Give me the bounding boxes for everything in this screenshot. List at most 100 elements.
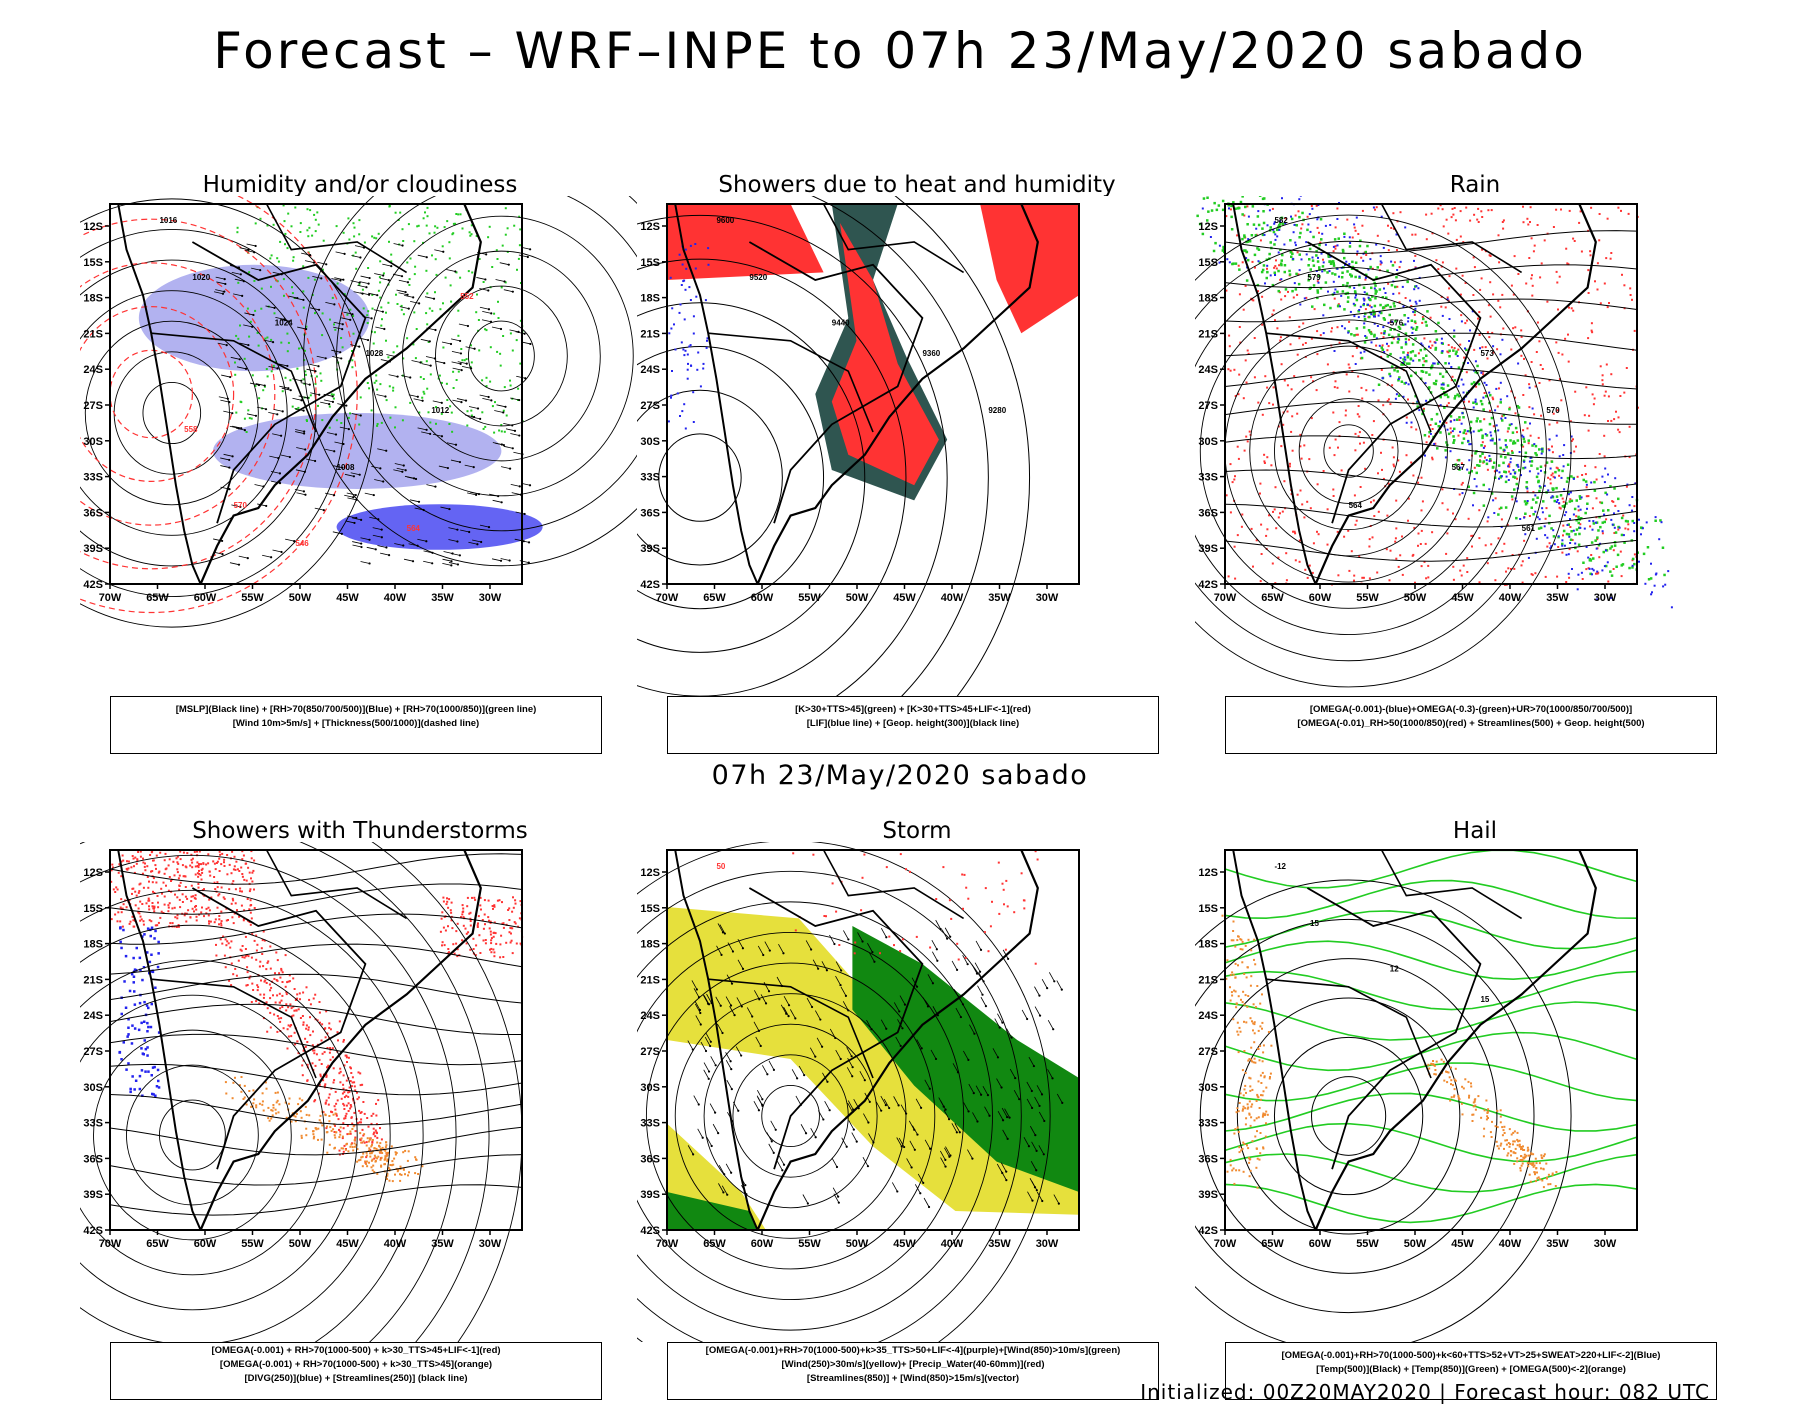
thunderstorm-area <box>446 901 448 903</box>
green-contour <box>502 335 504 337</box>
omega-rh-area <box>1431 345 1433 347</box>
omega-rh-area <box>1516 431 1518 433</box>
omega-rh-area <box>1425 577 1427 579</box>
omega-area <box>1370 333 1373 336</box>
omega-area <box>1505 439 1508 442</box>
omega-rh-area <box>1550 482 1552 484</box>
omega-rh-area <box>1316 531 1318 533</box>
omega-area <box>1516 500 1518 502</box>
thunderstorm-area <box>343 1127 345 1129</box>
wind-vector <box>259 269 261 271</box>
thunderstorm-area <box>117 911 119 913</box>
omega-rh-area <box>1286 579 1288 581</box>
green-contour <box>466 425 468 427</box>
omega-rh-area <box>1387 225 1389 227</box>
green-contour <box>496 351 498 353</box>
divergence-area <box>135 1080 138 1083</box>
wind-vector <box>528 561 530 563</box>
omega-rh-area <box>1452 566 1454 568</box>
lon-label: 35W <box>431 1238 454 1250</box>
thunderstorm-area <box>346 1080 348 1082</box>
omega-rh-area <box>1273 309 1275 311</box>
thunderstorm-area <box>447 948 449 950</box>
omega-area <box>1404 356 1406 358</box>
green-contour <box>292 292 294 294</box>
thunderstorm-area <box>245 985 247 987</box>
omega-area <box>1414 320 1417 323</box>
omega-rh-area <box>1354 494 1356 496</box>
thunderstorm-area <box>176 917 178 919</box>
thunderstorm-area <box>325 1102 327 1104</box>
wind-vector <box>1052 1028 1054 1030</box>
omega-rh-area <box>1574 240 1576 242</box>
thunderstorm-area <box>157 895 159 897</box>
omega-rh-area <box>1481 346 1483 348</box>
thunderstorm-area <box>286 993 288 995</box>
omega-rh-area <box>1356 520 1358 522</box>
thunderstorm-area <box>375 1160 377 1162</box>
thunderstorm-area <box>249 890 251 892</box>
green-contour <box>379 383 381 385</box>
omega-rh-area <box>1468 518 1470 520</box>
thunderstorm-area <box>243 855 245 857</box>
thunderstorm-area <box>276 1101 278 1103</box>
thunderstorm-area <box>275 1002 277 1004</box>
thunderstorm-area <box>179 885 181 887</box>
wind-vector <box>328 403 330 405</box>
omega-area <box>1510 473 1512 475</box>
omega-area <box>1371 306 1373 308</box>
green-contour <box>314 312 316 314</box>
wind-vector <box>296 297 298 299</box>
thunderstorm-area <box>357 1098 359 1100</box>
panel-title: Rain <box>1195 172 1755 198</box>
wind-vector <box>360 546 362 548</box>
omega-area <box>1261 227 1264 230</box>
wind-vector <box>368 294 370 296</box>
omega-area <box>1548 449 1550 451</box>
green-contour <box>342 346 344 348</box>
thunderstorm-area <box>446 897 448 899</box>
green-contour <box>484 426 486 428</box>
wind-vector <box>936 948 938 950</box>
wind-vector <box>959 1131 961 1133</box>
omega-area <box>1566 554 1568 556</box>
wind-vector <box>417 396 419 398</box>
green-contour <box>460 348 462 350</box>
wind-vector <box>390 265 392 267</box>
omega-area <box>1535 445 1538 448</box>
omega-area <box>1334 273 1337 276</box>
omega-area <box>1615 531 1618 534</box>
wind-vector <box>928 1206 930 1208</box>
omega-rh-area <box>1549 424 1551 426</box>
omega-area <box>1388 373 1391 376</box>
omega-rh-area <box>1503 543 1505 545</box>
thunderstorm-area <box>253 860 255 862</box>
omega-area <box>1537 480 1540 483</box>
omega-area <box>1468 459 1470 461</box>
thunderstorm-area <box>250 877 252 879</box>
thunderstorm-area <box>353 1112 355 1114</box>
green-contour <box>500 365 502 367</box>
wind-vector <box>360 414 362 416</box>
omega-rh-area <box>1380 452 1382 454</box>
omega-rh-area <box>1343 536 1345 538</box>
thunderstorm-area <box>160 888 162 890</box>
thunderstorm-area <box>209 871 211 873</box>
thunderstorm-area <box>467 897 469 899</box>
omega-area <box>1466 469 1468 471</box>
omega-area <box>1380 260 1382 262</box>
thunderstorm-area <box>148 881 150 883</box>
thunderstorm-area <box>176 861 178 863</box>
thunderstorm-area <box>180 858 182 860</box>
green-contour <box>448 423 450 425</box>
omega-rh-area <box>1556 282 1558 284</box>
green-contour <box>386 399 388 401</box>
omega-area <box>1312 257 1314 259</box>
thunderstorm-area <box>234 856 236 858</box>
thunderstorm-area <box>339 1020 341 1022</box>
lif-contour <box>685 289 687 291</box>
omega-rh-area <box>1371 434 1373 436</box>
wind-vector <box>314 370 316 372</box>
omega-rh-area <box>1460 210 1462 212</box>
omega-rh-area <box>1314 308 1316 310</box>
